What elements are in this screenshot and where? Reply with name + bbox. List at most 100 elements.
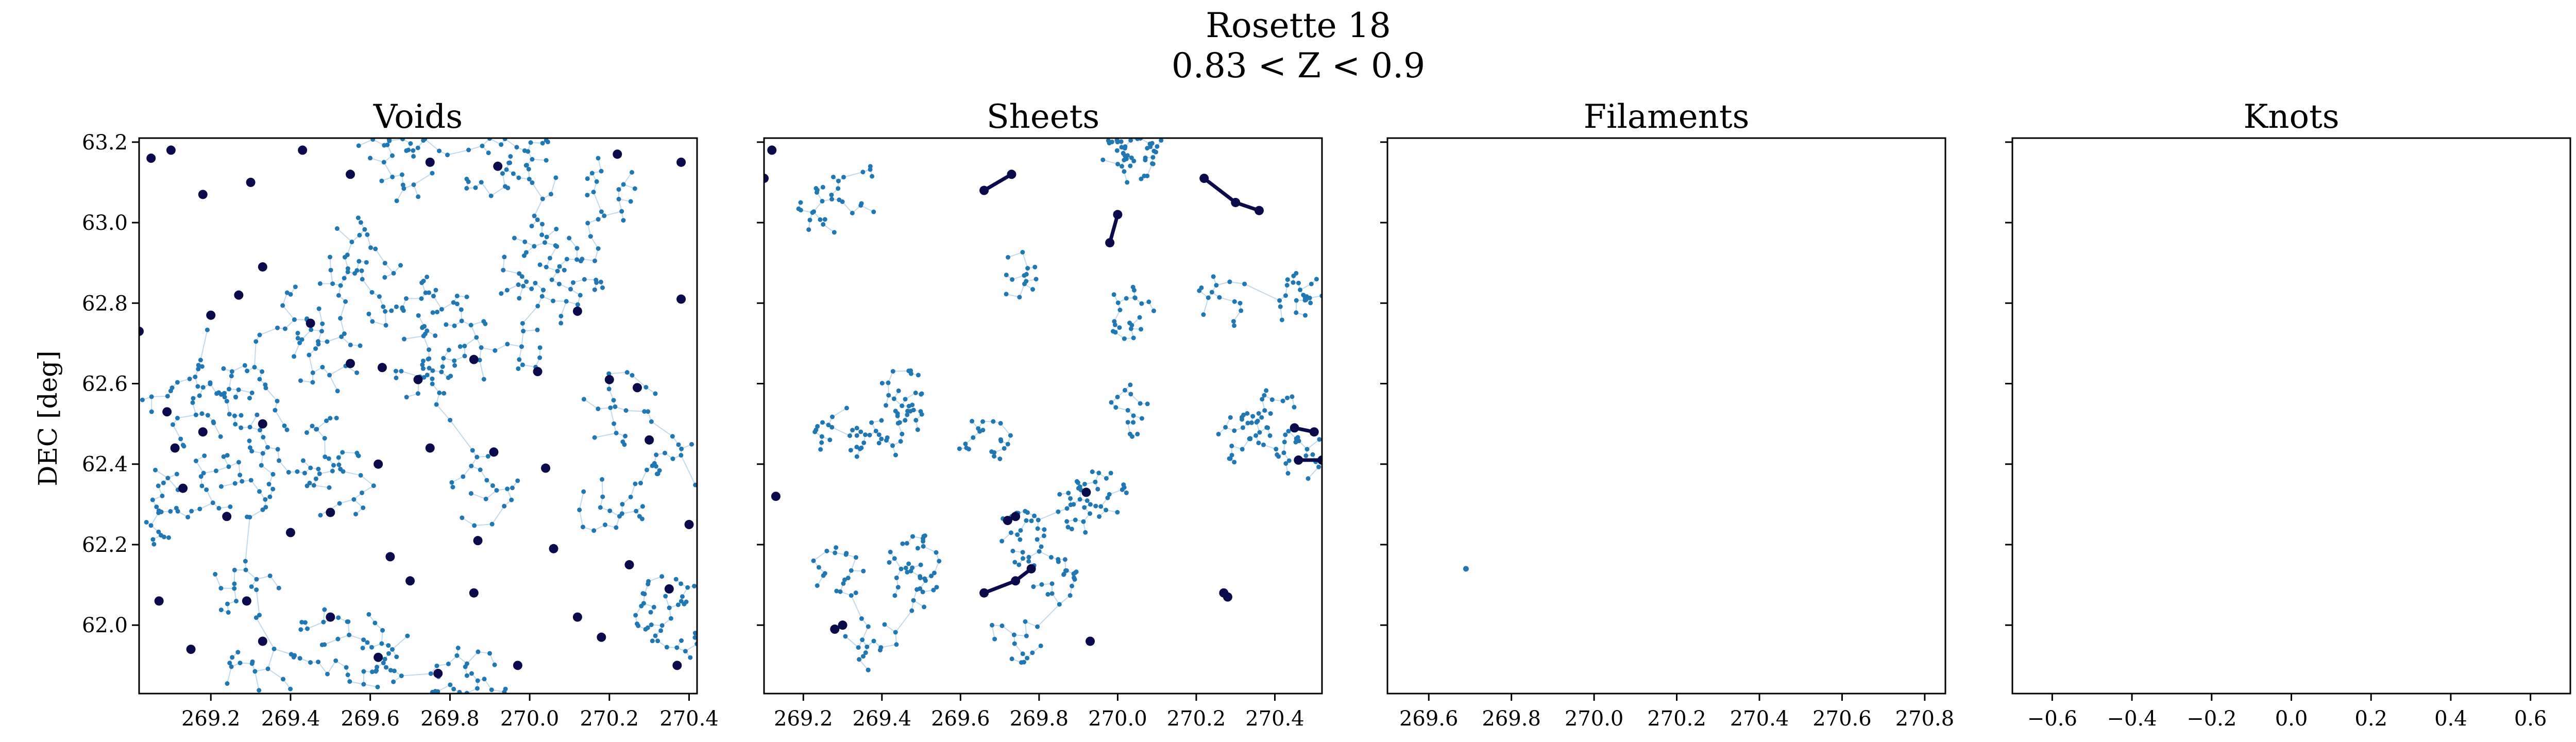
- mst-edge: [314, 484, 330, 488]
- galaxy-point: [798, 200, 803, 205]
- galaxy-point: [328, 416, 333, 421]
- galaxy-point: [383, 309, 388, 314]
- galaxy-point: [358, 473, 363, 478]
- galaxy-point: [354, 450, 360, 456]
- galaxy-point: [221, 366, 226, 371]
- galaxy-point: [1025, 655, 1030, 661]
- galaxy-point: [255, 412, 260, 417]
- figure-subtitle: 0.83 < Z < 0.9: [1172, 46, 1425, 86]
- galaxy-point: [313, 346, 318, 351]
- sheet-cluster-point: [767, 145, 777, 155]
- mst-edge: [490, 185, 506, 196]
- galaxy-point: [1072, 577, 1077, 582]
- galaxy-point: [298, 627, 303, 632]
- galaxy-point: [1008, 433, 1013, 438]
- galaxy-point: [368, 156, 373, 161]
- galaxy-point: [282, 423, 287, 428]
- galaxy-point: [1066, 491, 1071, 496]
- galaxy-point: [1309, 281, 1314, 286]
- mst-edge: [307, 621, 324, 630]
- galaxy-point: [369, 645, 374, 650]
- galaxy-point: [450, 484, 455, 490]
- galaxy-point: [1232, 323, 1237, 328]
- galaxy-point: [483, 496, 488, 501]
- isolated-void-point: [345, 170, 355, 179]
- galaxy-point: [1217, 295, 1222, 300]
- galaxy-point: [834, 588, 839, 594]
- mst-edge: [199, 502, 213, 510]
- galaxy-point: [1111, 292, 1116, 297]
- isolated-void-point: [572, 612, 582, 622]
- galaxy-point: [900, 541, 905, 546]
- isolated-void-point: [166, 145, 176, 155]
- x-tick-label: 270.4: [1245, 707, 1304, 731]
- galaxy-point: [377, 294, 382, 299]
- galaxy-point: [354, 370, 360, 375]
- galaxy-point: [288, 686, 293, 692]
- isolated-void-point: [206, 310, 216, 320]
- galaxy-point: [542, 240, 547, 245]
- galaxy-point: [1138, 401, 1143, 406]
- galaxy-point: [230, 655, 235, 660]
- galaxy-point: [913, 390, 918, 395]
- x-tick-label: 269.2: [774, 707, 833, 731]
- highlight-segment: [1108, 214, 1120, 244]
- galaxy-point: [842, 577, 847, 582]
- galaxy-point: [1232, 428, 1237, 433]
- galaxy-point: [850, 210, 855, 215]
- x-tick-label: 270.2: [1167, 707, 1226, 731]
- mst-edge: [151, 395, 168, 397]
- galaxy-point: [1285, 277, 1290, 282]
- galaxy-point: [202, 453, 207, 458]
- galaxy-point: [1071, 502, 1076, 507]
- galaxy-point: [337, 501, 342, 506]
- galaxy-point: [934, 585, 939, 590]
- galaxy-point: [523, 250, 529, 255]
- galaxy-point: [814, 427, 819, 432]
- isolated-void-point: [326, 508, 335, 517]
- galaxy-point: [980, 419, 986, 424]
- galaxy-point: [433, 288, 438, 293]
- galaxy-point: [325, 671, 330, 677]
- galaxy-point: [571, 280, 576, 285]
- galaxy-point: [918, 576, 923, 581]
- galaxy-point: [1024, 518, 1029, 523]
- galaxy-point: [602, 522, 607, 527]
- galaxy-point: [322, 607, 327, 612]
- galaxy-point: [331, 463, 336, 468]
- y-tick-label: 62.4: [82, 453, 128, 477]
- galaxy-point: [504, 167, 509, 172]
- galaxy-point: [891, 396, 896, 401]
- galaxy-point: [1048, 555, 1054, 560]
- galaxy-point: [1124, 490, 1129, 495]
- mst-edge: [474, 524, 493, 526]
- galaxy-point: [616, 196, 621, 201]
- galaxy-point: [425, 373, 430, 378]
- galaxy-point: [915, 546, 920, 551]
- x-tick-label: 270.8: [1895, 707, 1955, 731]
- galaxy-point: [1024, 633, 1029, 638]
- galaxy-point: [1015, 532, 1020, 537]
- galaxy-point: [356, 143, 361, 148]
- isolated-void-point: [258, 636, 267, 646]
- galaxy-point: [358, 220, 363, 225]
- galaxy-point: [295, 469, 300, 474]
- galaxy-point: [858, 203, 863, 208]
- galaxy-point: [1069, 527, 1074, 532]
- galaxy-point: [539, 232, 545, 238]
- galaxy-point: [248, 478, 253, 483]
- galaxy-point: [392, 668, 397, 673]
- galaxy-point: [1114, 138, 1120, 143]
- galaxy-point: [1012, 560, 1018, 565]
- galaxy-point: [651, 604, 656, 610]
- galaxy-point: [401, 186, 406, 191]
- galaxy-point: [302, 620, 308, 625]
- galaxy-point: [535, 327, 540, 332]
- galaxy-point: [970, 418, 975, 424]
- galaxy-point: [638, 481, 643, 486]
- isolated-void-point: [664, 584, 674, 594]
- galaxy-point: [156, 529, 161, 534]
- galaxy-point: [1030, 650, 1035, 655]
- galaxy-point: [314, 427, 319, 432]
